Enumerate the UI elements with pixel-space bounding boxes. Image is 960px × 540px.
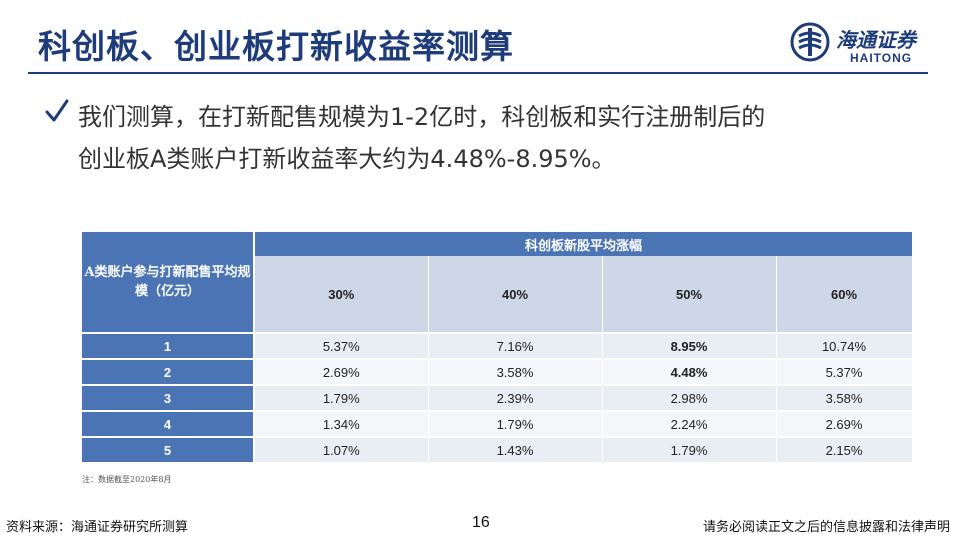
- bullet-text: 我们测算，在打新配售规模为1-2亿时，科创板和实行注册制后的 创业板A类账户打新…: [78, 96, 928, 180]
- table-cell: 2.15%: [776, 436, 913, 462]
- table-cell: 4.48%: [602, 358, 777, 385]
- table-cell: 1.43%: [428, 436, 603, 462]
- logo-name-en: HAITONG: [850, 51, 913, 65]
- table-cell: 5.37%: [254, 332, 429, 359]
- page-number: 16: [472, 514, 490, 531]
- bullet-line: 我们测算，在打新配售规模为1-2亿时，科创板和实行注册制后的: [78, 103, 766, 131]
- check-icon: [45, 99, 69, 122]
- table-cell: 7.16%: [428, 332, 603, 359]
- logo-name-cn: 海通证券: [836, 28, 916, 52]
- column-header: 40%: [428, 256, 603, 333]
- bullet-line: 创业板A类账户打新收益率大约为4.48%-8.95%。: [78, 145, 616, 173]
- table-cell: 2.69%: [776, 410, 913, 437]
- table-cell: 3.58%: [428, 358, 603, 385]
- table-row: 1 5.37% 7.16% 8.95% 10.74%: [82, 332, 913, 359]
- row-header: 5: [82, 436, 255, 462]
- table-cell: 10.74%: [776, 332, 913, 359]
- table-cell: 1.79%: [428, 410, 603, 437]
- table-cell: 1.79%: [254, 384, 429, 411]
- table-cell: 3.58%: [776, 384, 913, 411]
- page-title: 科创板、创业板打新收益率测算: [38, 27, 514, 66]
- table-footnote: 注：数据截至2020年8月: [82, 475, 172, 484]
- column-header: 60%: [776, 256, 913, 333]
- table-row: 3 1.79% 2.39% 2.98% 3.58%: [82, 384, 913, 411]
- table-group-header: 科创板新股平均涨幅: [254, 232, 913, 256]
- company-logo: 海通证券 HAITONG: [790, 22, 940, 67]
- return-estimate-table: A类账户参与打新配售平均规模（亿元） 科创板新股平均涨幅 30% 40% 50%…: [82, 232, 913, 462]
- source-note: 资料来源：海通证券研究所测算: [6, 520, 189, 535]
- disclaimer-text: 请务必阅读正文之后的信息披露和法律声明: [702, 520, 950, 535]
- table-corner-header: A类账户参与打新配售平均规模（亿元）: [82, 232, 255, 333]
- table-cell: 8.95%: [602, 332, 777, 359]
- table-row: 4 1.34% 1.79% 2.24% 2.69%: [82, 410, 913, 437]
- table-row: 2 2.69% 3.58% 4.48% 5.37%: [82, 358, 913, 385]
- table-cell: 2.98%: [602, 384, 777, 411]
- table-cell: 1.34%: [254, 410, 429, 437]
- table-cell: 5.37%: [776, 358, 913, 385]
- logo-emblem-icon: [790, 22, 830, 62]
- row-header: 2: [82, 358, 255, 385]
- table-cell: 1.07%: [254, 436, 429, 462]
- table-cell: 2.24%: [602, 410, 777, 437]
- column-header: 50%: [602, 256, 777, 333]
- row-header: 1: [82, 332, 255, 359]
- table-cell: 2.39%: [428, 384, 603, 411]
- table-row: 5 1.07% 1.43% 1.79% 2.15%: [82, 436, 913, 462]
- table-cell: 1.79%: [602, 436, 777, 462]
- table-cell: 2.69%: [254, 358, 429, 385]
- row-header: 4: [82, 410, 255, 437]
- row-header: 3: [82, 384, 255, 411]
- title-divider: [28, 72, 928, 74]
- column-header: 30%: [254, 256, 429, 333]
